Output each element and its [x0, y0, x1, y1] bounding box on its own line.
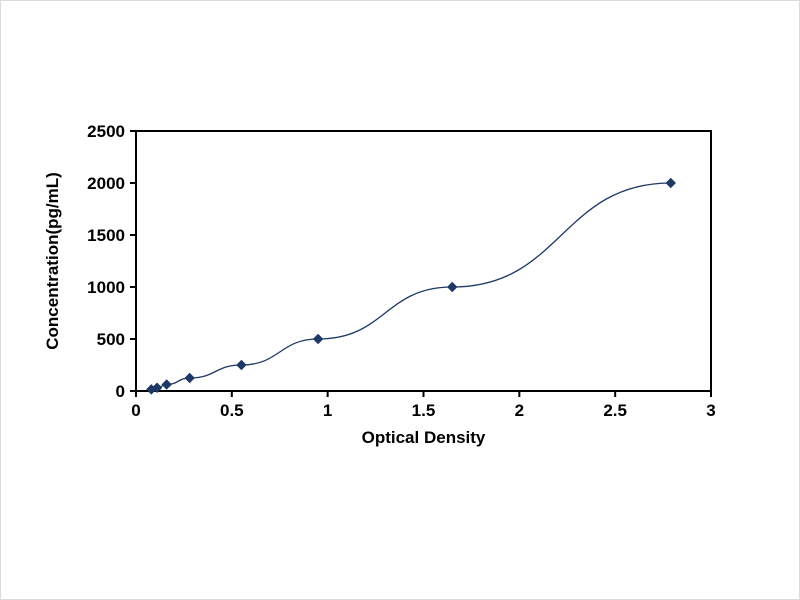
- y-tick-label: 0: [116, 382, 125, 401]
- data-point-marker: [447, 281, 458, 293]
- y-tick-label: 1500: [87, 226, 125, 245]
- data-point-marker: [161, 379, 172, 390]
- y-tick-label: 500: [97, 330, 125, 349]
- x-tick-label: 3: [706, 401, 715, 420]
- data-point-marker: [665, 177, 676, 189]
- data-point-marker: [236, 359, 247, 371]
- x-tick-label: 0: [131, 401, 140, 420]
- data-point-marker: [184, 372, 195, 384]
- x-tick-label: 1.5: [412, 401, 436, 420]
- plot-border: [135, 130, 712, 392]
- x-tick-label: 2: [515, 401, 524, 420]
- y-tick-label: 2500: [87, 122, 125, 141]
- x-tick-label: 2.5: [603, 401, 627, 420]
- x-axis-label: Optical Density: [362, 428, 486, 447]
- y-tick-label: 2000: [87, 174, 125, 193]
- y-tick-label: 1000: [87, 278, 125, 297]
- x-tick-label: 1: [323, 401, 332, 420]
- data-point-marker: [312, 333, 324, 345]
- y-axis-label: Concentration(pg/mL): [43, 172, 62, 350]
- data-point-marker: [151, 382, 163, 393]
- x-tick-label: 0.5: [220, 401, 244, 420]
- series-line: [151, 182, 671, 391]
